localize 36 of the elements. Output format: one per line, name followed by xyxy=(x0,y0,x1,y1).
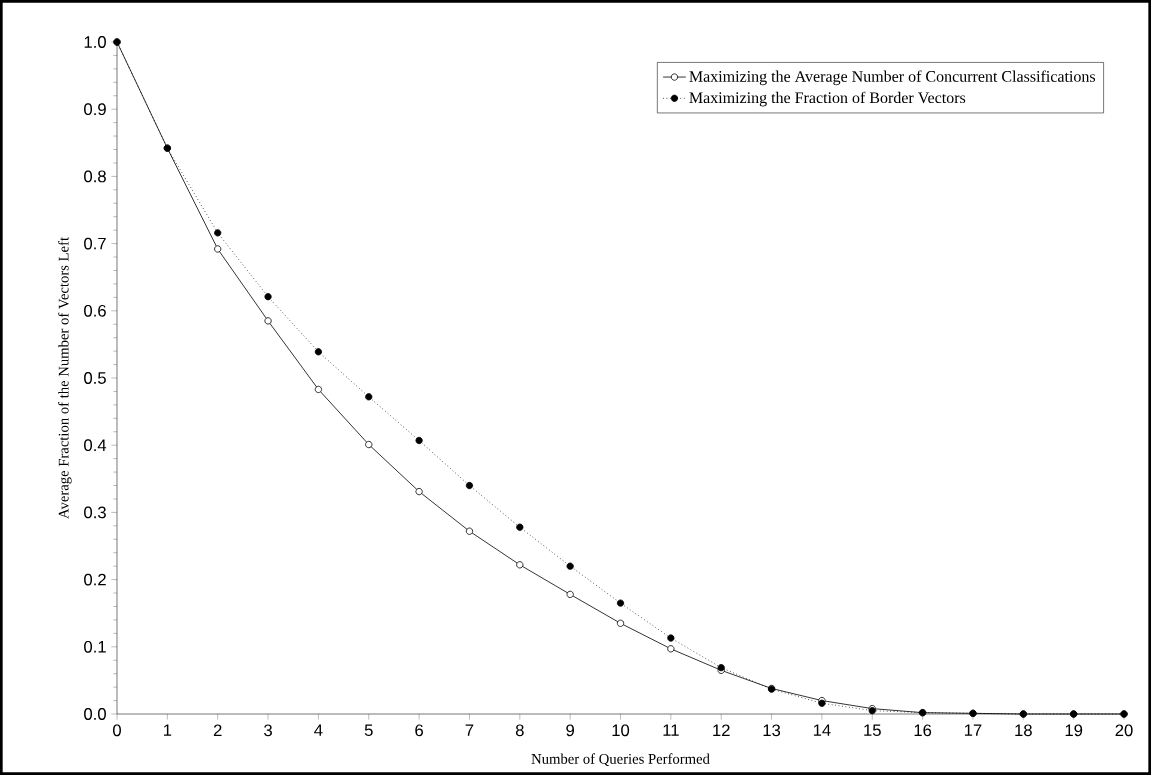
y-tick-label: 0.2 xyxy=(84,573,106,586)
y-tick-label: 0.9 xyxy=(84,103,106,116)
x-tick-label: 13 xyxy=(763,724,781,737)
y-tick-label: 0.6 xyxy=(84,304,106,317)
x-tick-label: 17 xyxy=(964,724,982,736)
x-tick-label: 10 xyxy=(612,724,630,737)
x-axis-title: Number of Queries Performed xyxy=(531,753,710,767)
legend-label: Maximizing the Average Number of Concurrent Classifications xyxy=(689,70,1096,86)
x-tick-label: 8 xyxy=(515,724,524,737)
x-tick-label: 0 xyxy=(113,724,121,737)
x-tick-label: 14 xyxy=(813,724,831,736)
x-tick-label: 3 xyxy=(264,724,272,737)
y-tick-label: 0.8 xyxy=(84,170,106,183)
legend-label: Maximizing the Fraction of Border Vectors xyxy=(689,91,966,107)
x-tick-label: 19 xyxy=(1065,724,1083,737)
y-tick-label: 0.4 xyxy=(84,439,107,452)
y-tick-label: 0.7 xyxy=(84,237,106,250)
x-tick-label: 15 xyxy=(864,724,881,737)
y-axis-title: Average Fraction of the Number of Vectors Left xyxy=(58,237,72,519)
x-tick-label: 20 xyxy=(1115,724,1133,737)
y-tick-label: 1.0 xyxy=(84,36,106,48)
x-tick-label: 2 xyxy=(213,724,222,737)
x-tick-label: 18 xyxy=(1015,724,1032,737)
x-tick-label: 4 xyxy=(314,724,323,736)
x-tick-label: 1 xyxy=(164,724,172,736)
x-tick-label: 11 xyxy=(663,724,679,736)
x-tick-label: 7 xyxy=(465,724,474,736)
y-tick-label: 0.3 xyxy=(84,506,106,519)
y-tick-label: 0.1 xyxy=(84,640,106,653)
y-tick-label: 0.0 xyxy=(84,708,106,720)
x-tick-label: 9 xyxy=(566,724,575,737)
y-tick-label: 0.5 xyxy=(84,372,106,384)
x-tick-label: 6 xyxy=(415,724,424,737)
x-tick-label: 16 xyxy=(914,724,932,737)
x-tick-label: 12 xyxy=(713,724,730,737)
x-tick-label: 5 xyxy=(364,724,373,737)
